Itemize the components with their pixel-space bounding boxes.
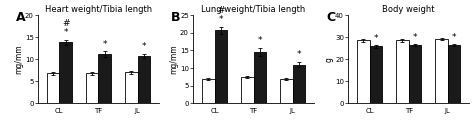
Title: Heart weight/Tibia length: Heart weight/Tibia length [45,5,152,14]
Bar [125,72,137,103]
Text: #: # [217,6,225,15]
Text: *: * [219,15,223,24]
Bar [202,79,215,103]
Bar [86,73,99,103]
Bar [47,73,59,103]
Text: *: * [102,40,107,49]
Bar [292,65,305,103]
Text: A: A [16,11,26,24]
Text: *: * [64,28,68,37]
Y-axis label: mg/mm: mg/mm [14,44,23,74]
Bar [215,30,227,103]
Bar [409,45,421,103]
Text: *: * [142,42,146,51]
Text: *: * [452,33,456,42]
Y-axis label: mg/mm: mg/mm [170,44,179,74]
Bar [241,77,254,103]
Text: *: * [297,50,301,59]
Bar [357,40,370,103]
Text: *: * [413,33,417,42]
Bar [370,46,382,103]
Bar [137,56,150,103]
Text: B: B [171,11,181,24]
Text: *: * [257,36,262,45]
Text: *: * [374,34,378,43]
Text: #: # [62,19,69,28]
Bar [396,40,409,103]
Text: C: C [327,11,336,24]
Bar [435,39,448,103]
Bar [280,79,292,103]
Bar [99,54,111,103]
Y-axis label: g: g [325,57,334,62]
Bar [59,42,72,103]
Bar [254,52,266,103]
Bar [448,45,460,103]
Title: Lung weight/Tibia length: Lung weight/Tibia length [201,5,306,14]
Title: Body weight: Body weight [383,5,435,14]
